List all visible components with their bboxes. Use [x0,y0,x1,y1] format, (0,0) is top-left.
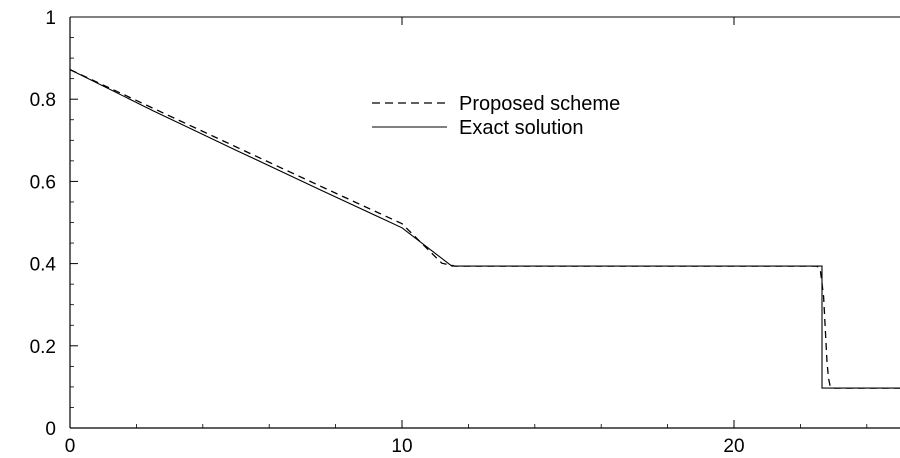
y-tick-label: 0 [45,419,56,440]
y-tick-label: 0.8 [30,90,56,111]
y-axis-ticks: 0 0.2 0.4 0.6 0.8 1 [30,8,78,440]
x-tick-label: 10 [391,436,412,457]
legend: Proposed scheme Exact solution [372,93,620,139]
legend-label-exact-solution: Exact solution [459,117,584,139]
x-tick-label: 0 [65,436,76,457]
x-axis-ticks: 0 10 20 [65,17,868,457]
y-tick-label: 0.4 [30,255,57,276]
y-tick-label: 0.2 [30,337,56,358]
y-tick-label: 1 [45,8,56,29]
legend-label-proposed-scheme: Proposed scheme [459,93,620,115]
series-line-exact-solution [69,69,900,389]
y-tick-label: 0.6 [30,172,56,193]
x-tick-label: 20 [723,436,744,457]
axes [69,16,900,429]
plot-lines [69,69,900,389]
